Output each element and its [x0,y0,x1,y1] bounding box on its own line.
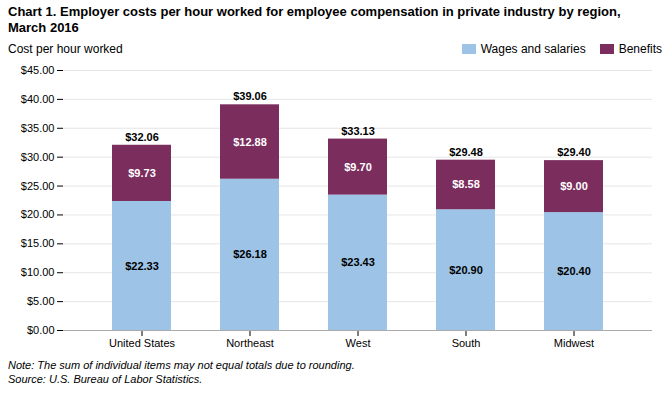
svg-text:$22.33: $22.33 [125,260,159,272]
svg-text:$29.40: $29.40 [557,146,591,158]
svg-text:United States: United States [109,337,176,349]
svg-text:West: West [346,337,371,349]
html-text:Source: U.S. Bureau of Labor S: Source: U.S. Bureau of Labor Statistics. [8,373,203,385]
html-text:Cost per hour worked: Cost per hour worked [8,42,123,56]
svg-text:$10.00: $10.00 [21,266,55,278]
svg-text:$9.70: $9.70 [344,161,372,173]
svg-text:$15.00: $15.00 [21,237,55,249]
svg-text:$0.00: $0.00 [27,324,55,336]
html-text:Benefits: Benefits [618,42,662,56]
svg-text:$20.90: $20.90 [449,264,483,276]
svg-text:Northeast: Northeast [226,337,274,349]
html-text:Note: The sum of individual it: Note: The sum of individual items may no… [8,359,355,371]
svg-text:$5.00: $5.00 [27,295,55,307]
svg-text:$40.00: $40.00 [21,93,55,105]
svg-text:$20.40: $20.40 [557,265,591,277]
svg-text:South: South [452,337,481,349]
svg-text:$8.58: $8.58 [452,178,480,190]
svg-text:$9.73: $9.73 [128,167,156,179]
svg-text:$25.00: $25.00 [21,180,55,192]
svg-text:$29.48: $29.48 [449,146,483,158]
svg-text:$39.06: $39.06 [233,90,267,102]
svg-text:$12.88: $12.88 [233,136,267,148]
html-text:Chart 1. Employer costs per ho: Chart 1. Employer costs per hour worked … [8,4,621,35]
svg-text:$35.00: $35.00 [21,122,55,134]
svg-text:$45.00: $45.00 [21,64,55,76]
svg-text:$23.43: $23.43 [341,256,375,268]
svg-text:$26.18: $26.18 [233,248,267,260]
svg-text:$33.13: $33.13 [341,125,375,137]
svg-text:$9.00: $9.00 [560,180,588,192]
html-text:Wages and salaries: Wages and salaries [480,42,586,56]
svg-text:$30.00: $30.00 [21,151,55,163]
svg-text:$20.00: $20.00 [21,208,55,220]
svg-text:Midwest: Midwest [554,337,594,349]
svg-text:$32.06: $32.06 [125,131,159,143]
